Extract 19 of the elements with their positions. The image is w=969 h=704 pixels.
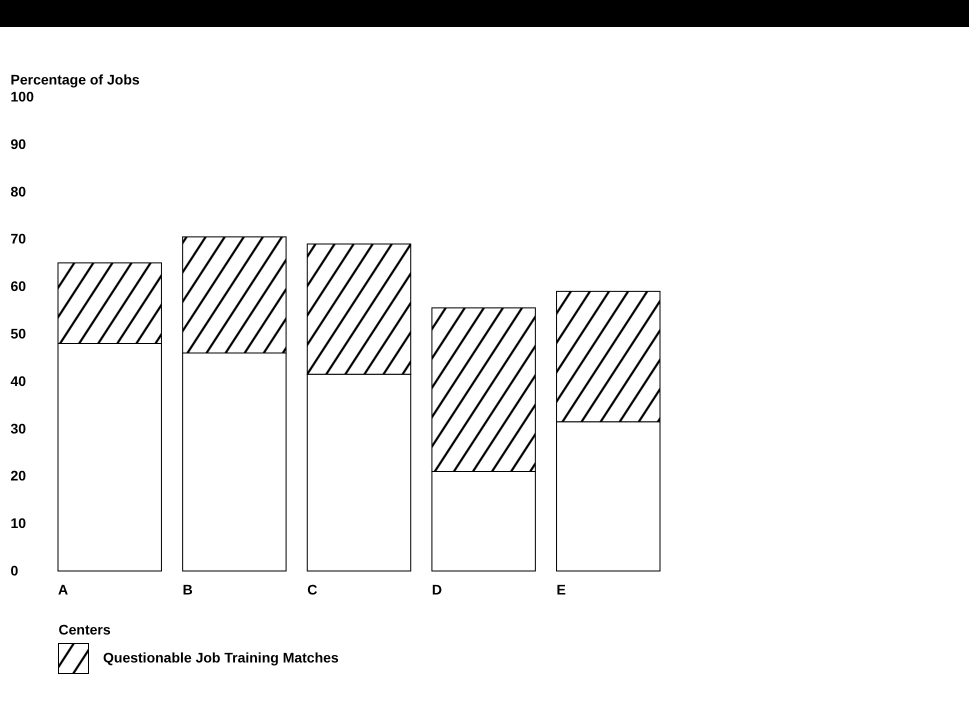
y-tick-label: 70 <box>10 230 26 247</box>
y-tick-label: 80 <box>10 183 26 200</box>
y-tick-label: 10 <box>10 515 26 532</box>
x-tick-label: D <box>432 582 442 598</box>
y-tick-label: 50 <box>10 326 26 342</box>
x-axis-title: Centers <box>58 622 111 638</box>
y-tick-label: 60 <box>10 278 26 294</box>
y-tick-label: 20 <box>10 468 26 484</box>
x-tick-label: C <box>307 582 318 598</box>
x-tick-label: A <box>58 582 68 598</box>
y-tick-label: 90 <box>10 136 26 152</box>
legend-label: Questionable Job Training Matches <box>103 650 339 666</box>
y-tick-label: 40 <box>10 372 26 389</box>
y-axis-title: Percentage of Jobs <box>10 72 140 88</box>
y-tick-label: 30 <box>10 420 26 436</box>
x-tick-label: B <box>182 582 193 598</box>
y-tick-label: 0 <box>10 562 18 578</box>
y-tick-label: 100 <box>10 88 34 104</box>
x-tick-label: E <box>556 582 566 598</box>
